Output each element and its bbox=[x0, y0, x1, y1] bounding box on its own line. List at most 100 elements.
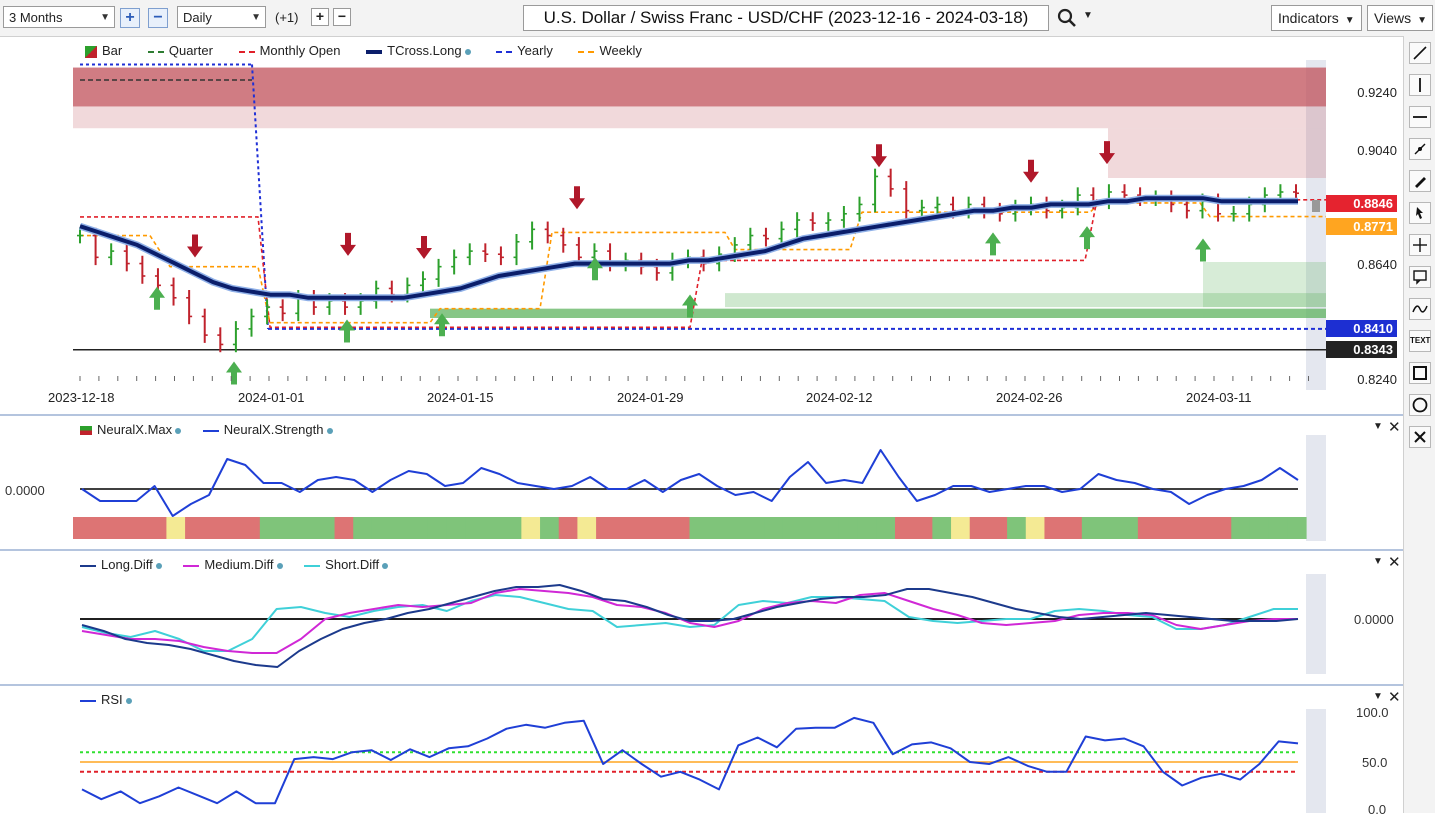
neuralx-max-block bbox=[782, 517, 803, 539]
legend-label: Bar bbox=[102, 43, 123, 58]
legend-neuralx-max[interactable]: NeuralX.Max bbox=[80, 422, 182, 437]
pane-divider[interactable] bbox=[0, 684, 1403, 686]
offset-label: (+1) bbox=[275, 10, 299, 25]
neuralx-max-block bbox=[185, 517, 205, 539]
neuralx-max-block bbox=[521, 517, 541, 539]
neuralx-max-block bbox=[297, 517, 317, 539]
pane-collapse-icon[interactable]: ▼ bbox=[1373, 556, 1383, 567]
neuralx-chart[interactable] bbox=[0, 417, 1403, 549]
views-button[interactable]: Views ▼ bbox=[1367, 5, 1433, 31]
scroll-handle bbox=[1312, 200, 1320, 212]
symbol-title[interactable]: U.S. Dollar / Swiss Franc - USD/CHF (202… bbox=[523, 5, 1049, 31]
neuralx-max-block bbox=[203, 517, 224, 539]
quarter-swatch-icon bbox=[147, 50, 164, 53]
rsi-line bbox=[81, 716, 1299, 805]
period-select[interactable]: 3 Months ▼ bbox=[3, 6, 115, 28]
ray-tool-icon[interactable] bbox=[1409, 138, 1431, 160]
chevron-down-icon: ▼ bbox=[100, 12, 110, 23]
legend-short-diff[interactable]: Short.Diff bbox=[304, 557, 389, 572]
short-diff-line bbox=[81, 594, 1298, 652]
pane-divider[interactable] bbox=[0, 414, 1403, 416]
drawing-toolbar: TEXT bbox=[1403, 36, 1435, 813]
legend-monthly-open[interactable]: Monthly Open bbox=[238, 43, 341, 58]
legend-medium-diff[interactable]: Medium.Diff bbox=[183, 557, 283, 572]
buy-arrow-icon bbox=[682, 294, 698, 318]
resistance-extension bbox=[1108, 128, 1326, 178]
horizontal-line-tool-icon[interactable] bbox=[1409, 106, 1431, 128]
diff-zero-label: 0.0000 bbox=[1354, 612, 1394, 627]
pane-close-icon[interactable]: ✕ bbox=[1388, 419, 1401, 436]
pane-collapse-icon[interactable]: ▼ bbox=[1373, 421, 1383, 432]
crosshair-tool-icon[interactable] bbox=[1409, 234, 1431, 256]
offset-minus-button[interactable]: − bbox=[333, 8, 351, 26]
settings-dot-icon[interactable] bbox=[125, 698, 132, 704]
settings-dot-icon[interactable] bbox=[326, 428, 333, 434]
pane-close-icon[interactable]: ✕ bbox=[1388, 554, 1401, 571]
settings-dot-icon[interactable] bbox=[175, 428, 182, 434]
settings-dot-icon[interactable] bbox=[464, 49, 471, 55]
settings-dot-icon[interactable] bbox=[382, 563, 389, 569]
rectangle-tool-icon[interactable] bbox=[1409, 362, 1431, 384]
cursor-tool-icon[interactable] bbox=[1409, 202, 1431, 224]
neuralx-max-block bbox=[465, 517, 485, 539]
medium-diff-line bbox=[81, 588, 1298, 654]
period-value: 3 Months bbox=[9, 10, 63, 25]
chevron-down-icon: ▼ bbox=[251, 12, 261, 23]
diff-chart[interactable] bbox=[0, 552, 1403, 684]
settings-dot-icon[interactable] bbox=[155, 563, 162, 569]
neuralx-max-block bbox=[652, 517, 672, 539]
pane-collapse-icon[interactable]: ▼ bbox=[1373, 691, 1383, 702]
buy-arrow-icon bbox=[1079, 226, 1095, 250]
pencil-tool-icon[interactable] bbox=[1409, 170, 1431, 192]
resistance-zone bbox=[73, 67, 1326, 107]
text-tool-icon[interactable]: TEXT bbox=[1409, 330, 1431, 352]
search-options-chevron-icon[interactable]: ▼ bbox=[1083, 10, 1093, 21]
support-price-tag: 0.8343 bbox=[1326, 341, 1397, 358]
buy-arrow-icon bbox=[149, 286, 165, 310]
views-label: Views bbox=[1374, 10, 1412, 26]
legend-label: Weekly bbox=[599, 43, 642, 58]
sell-arrow-icon bbox=[416, 236, 432, 259]
neuralx-max-block bbox=[1063, 517, 1083, 539]
comment-tool-icon[interactable] bbox=[1409, 266, 1431, 288]
pane-divider[interactable] bbox=[0, 549, 1403, 551]
price-chart[interactable] bbox=[0, 36, 1403, 416]
neuralx-max-block bbox=[558, 517, 579, 539]
neuralx-max-block bbox=[726, 517, 747, 539]
legend-bar[interactable]: Bar bbox=[85, 43, 122, 58]
legend-long-diff[interactable]: Long.Diff bbox=[80, 557, 162, 572]
neuralx-max-block bbox=[241, 517, 261, 539]
trendline-tool-icon[interactable] bbox=[1409, 42, 1431, 64]
vertical-line-tool-icon[interactable] bbox=[1409, 74, 1431, 96]
neuralx-max-block bbox=[801, 517, 821, 539]
legend-tcross-long[interactable]: TCross.Long bbox=[366, 43, 471, 58]
buy-arrow-icon bbox=[226, 361, 242, 385]
pane-close-icon[interactable]: ✕ bbox=[1388, 689, 1401, 706]
neuralx-max-block bbox=[764, 517, 784, 539]
legend-rsi[interactable]: RSI bbox=[80, 692, 132, 707]
neuralx-max-block bbox=[409, 517, 429, 539]
indicators-button[interactable]: Indicators ▼ bbox=[1271, 5, 1362, 31]
zoom-out-button[interactable]: − bbox=[148, 8, 168, 28]
legend-weekly[interactable]: Weekly bbox=[578, 43, 642, 58]
neuralx-max-block bbox=[371, 517, 392, 539]
zoom-in-button[interactable]: + bbox=[120, 8, 140, 28]
legend-label: NeuralX.Max bbox=[97, 422, 173, 437]
rsi-chart[interactable] bbox=[0, 687, 1403, 813]
neuralx-max-block bbox=[708, 517, 728, 539]
neuralx-max-block bbox=[222, 517, 242, 539]
legend-quarter[interactable]: Quarter bbox=[147, 43, 213, 58]
neuralx-max-block bbox=[876, 517, 896, 539]
legend-yearly[interactable]: Yearly bbox=[496, 43, 553, 58]
curve-tool-icon[interactable] bbox=[1409, 298, 1431, 320]
neuralx-max-block bbox=[110, 517, 130, 539]
delete-drawings-icon[interactable] bbox=[1409, 426, 1431, 448]
tcross-swatch-icon bbox=[366, 49, 383, 54]
search-icon[interactable] bbox=[1056, 7, 1078, 32]
settings-dot-icon[interactable] bbox=[276, 563, 283, 569]
interval-select[interactable]: Daily ▼ bbox=[177, 6, 266, 28]
ellipse-tool-icon[interactable] bbox=[1409, 394, 1431, 416]
legend-neuralx-strength[interactable]: NeuralX.Strength bbox=[202, 422, 333, 437]
rsi-swatch-icon bbox=[80, 699, 96, 702]
offset-plus-button[interactable]: + bbox=[311, 8, 329, 26]
